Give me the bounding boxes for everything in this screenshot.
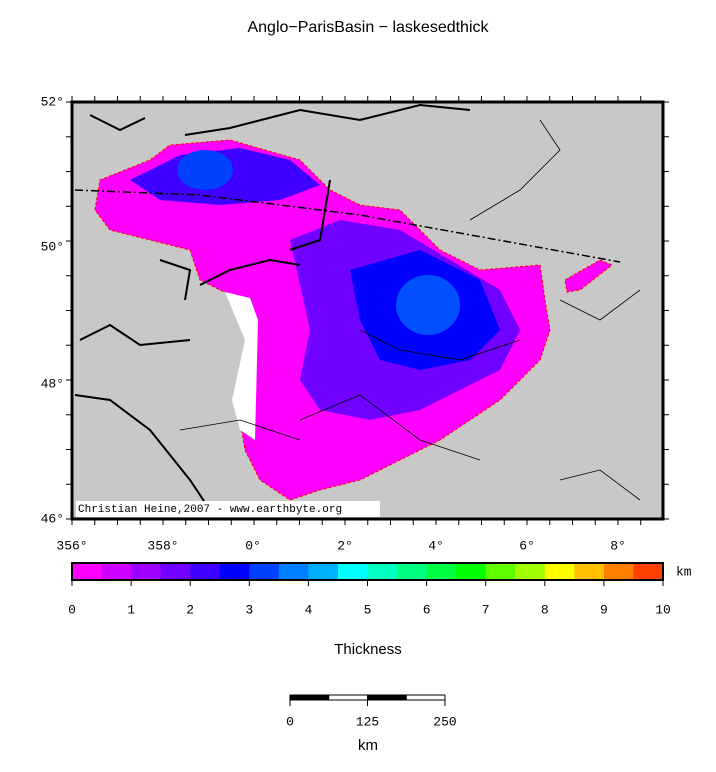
colorbar-tick-label: 8	[541, 602, 549, 617]
lat-label: 48°	[41, 376, 64, 391]
colorbar-segment	[426, 563, 457, 580]
lon-label: 8°	[610, 538, 626, 553]
colorbar-segment	[308, 563, 339, 580]
colorbar-segment	[219, 563, 250, 580]
scalebar: km	[358, 737, 378, 754]
coastline	[74, 103, 471, 511]
colorbar-segment	[515, 563, 546, 580]
colorbar-segment	[190, 563, 221, 580]
colorbar-segment	[72, 563, 103, 580]
scalebar-segment	[328, 694, 368, 701]
colorbar-segment	[633, 563, 664, 580]
colorbar-segment	[249, 563, 280, 580]
colorbar-segment	[101, 563, 132, 580]
colorbar-tick-label: 4	[304, 602, 312, 617]
colorbar-unit: km	[676, 564, 692, 579]
lon-label: 4°	[428, 538, 444, 553]
colorbar: Thickness km	[334, 564, 692, 658]
colorbar-label: Thickness	[334, 641, 402, 658]
colorbar-segment	[337, 563, 368, 580]
lon-label: 0°	[245, 538, 261, 553]
lon-label: 2°	[337, 538, 353, 553]
colorbar-segment	[397, 563, 428, 580]
border-line	[179, 119, 641, 501]
colorbar-tick-label: 9	[600, 602, 608, 617]
colorbar-segment	[544, 563, 575, 580]
colorbar-tick-label: 1	[127, 602, 135, 617]
lon-label: 356°	[56, 538, 87, 553]
lat-label: 50°	[41, 239, 64, 254]
scalebar-segment	[405, 694, 446, 701]
map: Christian Heine,2007 - www.earthbyte.org	[70, 100, 665, 521]
colorbar-tick-label: 5	[364, 602, 372, 617]
colorbar-segment	[574, 563, 605, 580]
scalebar-tick-label: 0	[286, 714, 294, 729]
colorbar-segment	[603, 563, 634, 580]
credit-box	[76, 501, 380, 517]
colorbar-tick-label: 2	[186, 602, 194, 617]
colorbar-segment	[131, 563, 162, 580]
gap-region	[225, 292, 258, 440]
scalebar-unit: km	[358, 737, 378, 754]
lat-label: 46°	[41, 511, 64, 526]
title: Anglo−ParisBasin − laskesedthick	[247, 19, 489, 36]
credit: Christian Heine,2007 - www.earthbyte.org	[78, 504, 342, 516]
colorbar-tick-label: 7	[482, 602, 490, 617]
colorbar-segment	[367, 563, 398, 580]
colorbar-tick-label: 10	[655, 602, 671, 617]
colorbar-segment	[278, 563, 309, 580]
scalebar-tick-label: 250	[433, 714, 456, 729]
section-line	[74, 189, 621, 263]
lat-label: 52°	[41, 94, 64, 109]
scalebar-segment	[289, 694, 330, 701]
thickness-region	[177, 150, 233, 190]
lon-label: 358°	[147, 538, 178, 553]
colorbar-tick-label: 3	[245, 602, 253, 617]
colorbar-segment	[456, 563, 487, 580]
scalebar-segment	[367, 694, 407, 701]
colorbar-tick-label: 0	[68, 602, 76, 617]
lon-label: 6°	[519, 538, 535, 553]
thickness-region	[396, 275, 460, 335]
thickness-region	[564, 259, 613, 293]
colorbar-tick-label: 6	[423, 602, 431, 617]
colorbar-segment	[485, 563, 516, 580]
scalebar-tick-label: 125	[356, 714, 379, 729]
colorbar-segment	[160, 563, 191, 580]
